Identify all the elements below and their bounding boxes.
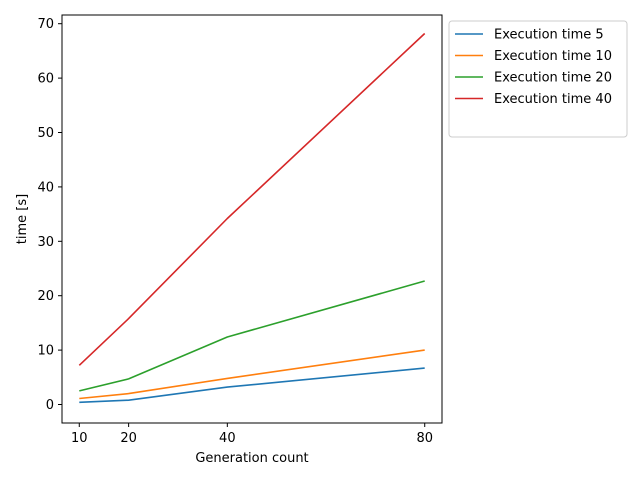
y-tick-label: 30 bbox=[37, 235, 54, 250]
x-tick-label: 80 bbox=[416, 431, 433, 446]
legend-label: Execution time 5 bbox=[494, 28, 604, 43]
y-tick-label: 0 bbox=[46, 398, 54, 413]
y-tick-label: 10 bbox=[37, 344, 54, 359]
series-line-3 bbox=[79, 280, 425, 392]
y-axis-ticks: 0 10 20 30 40 50 60 70 bbox=[37, 17, 62, 413]
y-tick-label: 40 bbox=[37, 180, 54, 195]
x-tick-label: 20 bbox=[120, 431, 137, 446]
y-tick-label: 50 bbox=[37, 126, 54, 141]
legend-frame bbox=[448, 20, 628, 138]
legend-label: Execution time 20 bbox=[494, 71, 612, 86]
y-tick-label: 20 bbox=[37, 289, 54, 304]
legend-label: Execution time 10 bbox=[494, 49, 612, 64]
legend: Execution time 5 Execution time 10 Executi… bbox=[448, 20, 628, 138]
plot-lines bbox=[78, 32, 426, 404]
legend-label: Execution time 40 bbox=[494, 92, 612, 107]
x-tick-label: 40 bbox=[219, 431, 236, 446]
y-axis-label: time [s] bbox=[15, 194, 30, 244]
series-line-4 bbox=[78, 32, 426, 366]
x-tick-label: 10 bbox=[71, 431, 88, 446]
series-line-1 bbox=[79, 367, 425, 404]
x-axis-ticks: 10 20 40 80 bbox=[71, 423, 433, 446]
y-tick-label: 70 bbox=[37, 17, 54, 32]
x-axis-label: Generation count bbox=[195, 451, 308, 466]
y-tick-label: 60 bbox=[37, 72, 54, 87]
plot-frame bbox=[61, 14, 443, 424]
series-line-2 bbox=[79, 349, 425, 400]
